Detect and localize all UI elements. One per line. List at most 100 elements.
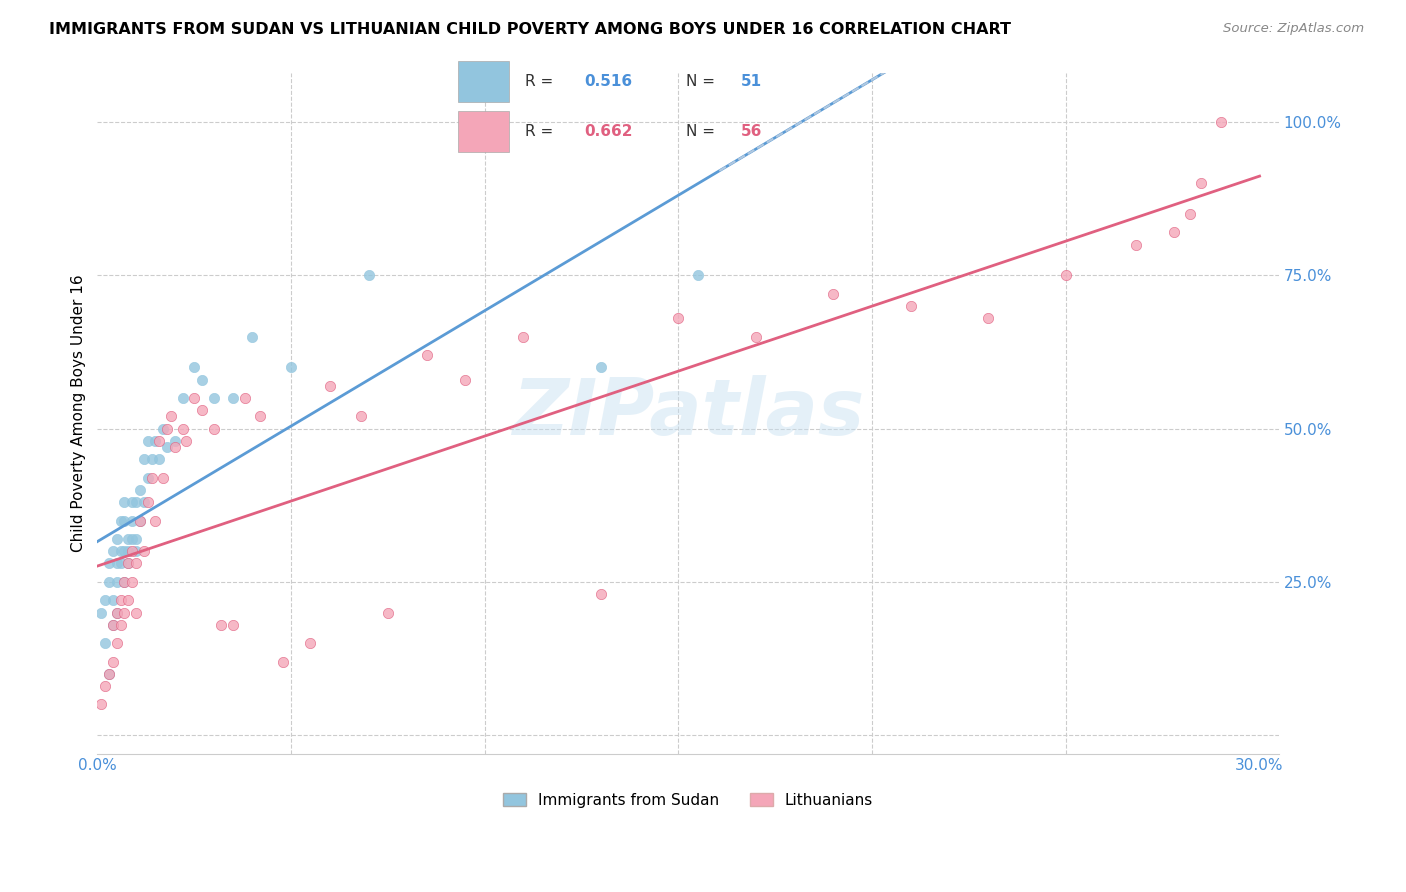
Point bbox=[319, 378, 342, 392]
Point bbox=[686, 268, 709, 283]
Point bbox=[125, 532, 148, 546]
Point bbox=[350, 409, 373, 424]
Point bbox=[136, 495, 159, 509]
Point bbox=[101, 617, 124, 632]
Point bbox=[357, 268, 380, 283]
Point bbox=[222, 391, 245, 405]
Point bbox=[114, 544, 136, 558]
Point bbox=[183, 360, 205, 375]
Point bbox=[105, 606, 128, 620]
Text: Source: ZipAtlas.com: Source: ZipAtlas.com bbox=[1223, 22, 1364, 36]
Point bbox=[105, 574, 128, 589]
Point bbox=[148, 452, 170, 467]
Point bbox=[141, 452, 163, 467]
Point bbox=[233, 391, 256, 405]
Point bbox=[121, 514, 143, 528]
Text: 0.516: 0.516 bbox=[583, 74, 631, 89]
Point bbox=[977, 311, 1000, 326]
Point bbox=[105, 636, 128, 650]
Point bbox=[156, 421, 179, 435]
Point bbox=[121, 532, 143, 546]
Point bbox=[129, 483, 152, 497]
Point bbox=[900, 299, 922, 313]
Point bbox=[145, 514, 167, 528]
Point bbox=[271, 655, 294, 669]
Point bbox=[202, 391, 225, 405]
Text: R =: R = bbox=[524, 124, 558, 139]
Point bbox=[823, 286, 845, 301]
Point bbox=[105, 557, 128, 571]
Point bbox=[454, 372, 477, 386]
Text: N =: N = bbox=[686, 74, 720, 89]
Text: IMMIGRANTS FROM SUDAN VS LITHUANIAN CHILD POVERTY AMONG BOYS UNDER 16 CORRELATIO: IMMIGRANTS FROM SUDAN VS LITHUANIAN CHIL… bbox=[49, 22, 1011, 37]
Point bbox=[152, 470, 174, 484]
Point bbox=[121, 495, 143, 509]
Point bbox=[377, 606, 399, 620]
Point bbox=[136, 434, 159, 448]
Point bbox=[98, 666, 121, 681]
Point bbox=[90, 698, 112, 712]
Point bbox=[152, 421, 174, 435]
Point bbox=[98, 557, 121, 571]
Point bbox=[114, 514, 136, 528]
Point bbox=[1178, 207, 1201, 221]
Point bbox=[110, 557, 132, 571]
Point bbox=[105, 606, 128, 620]
Point bbox=[110, 514, 132, 528]
Point bbox=[101, 593, 124, 607]
Point bbox=[125, 557, 148, 571]
Point bbox=[156, 440, 179, 454]
Point bbox=[114, 574, 136, 589]
Point bbox=[249, 409, 271, 424]
Point bbox=[110, 593, 132, 607]
Point bbox=[183, 391, 205, 405]
Point bbox=[745, 329, 768, 343]
Point bbox=[129, 514, 152, 528]
Point bbox=[132, 544, 155, 558]
Point bbox=[94, 636, 117, 650]
Point bbox=[1125, 237, 1147, 252]
Point bbox=[163, 434, 186, 448]
Point bbox=[110, 544, 132, 558]
Point bbox=[299, 636, 322, 650]
Point bbox=[1191, 177, 1213, 191]
Point bbox=[668, 311, 690, 326]
Point bbox=[222, 617, 245, 632]
Point bbox=[132, 452, 155, 467]
Point bbox=[117, 557, 139, 571]
Point bbox=[240, 329, 263, 343]
Point bbox=[125, 495, 148, 509]
Point bbox=[148, 434, 170, 448]
Point bbox=[589, 360, 612, 375]
Point bbox=[512, 329, 534, 343]
Point bbox=[125, 544, 148, 558]
Point bbox=[160, 409, 183, 424]
Text: 51: 51 bbox=[741, 74, 762, 89]
Point bbox=[101, 655, 124, 669]
Point bbox=[117, 532, 139, 546]
Point bbox=[172, 391, 194, 405]
Point bbox=[141, 470, 163, 484]
Point bbox=[589, 587, 612, 601]
Text: R =: R = bbox=[524, 74, 558, 89]
Point bbox=[163, 440, 186, 454]
Point bbox=[132, 495, 155, 509]
Point bbox=[105, 532, 128, 546]
Point bbox=[98, 666, 121, 681]
Point bbox=[209, 617, 232, 632]
Point bbox=[176, 434, 198, 448]
Point bbox=[129, 514, 152, 528]
Text: 56: 56 bbox=[741, 124, 762, 139]
Point bbox=[117, 544, 139, 558]
Point bbox=[101, 544, 124, 558]
Point bbox=[117, 557, 139, 571]
Point bbox=[114, 495, 136, 509]
Point bbox=[94, 679, 117, 693]
FancyBboxPatch shape bbox=[458, 61, 509, 102]
Point bbox=[415, 348, 437, 362]
Point bbox=[172, 421, 194, 435]
Point bbox=[1163, 226, 1185, 240]
Point bbox=[202, 421, 225, 435]
Point bbox=[114, 574, 136, 589]
FancyBboxPatch shape bbox=[458, 112, 509, 152]
